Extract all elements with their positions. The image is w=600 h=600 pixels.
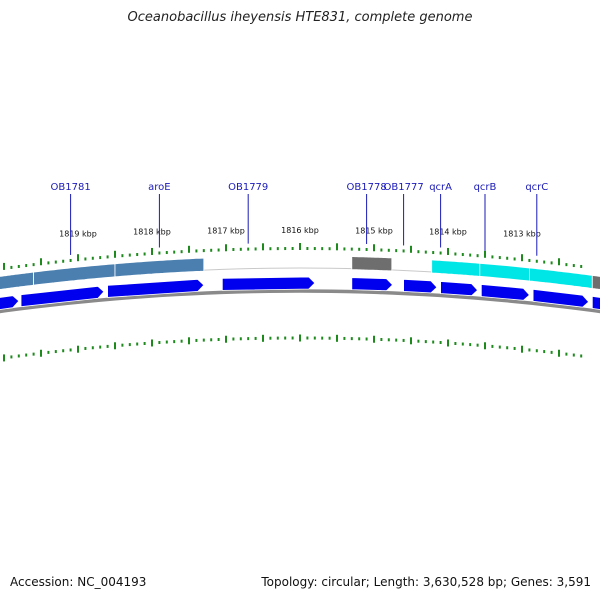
kbp-tick-label: 1818 kbp (133, 227, 171, 236)
gene-label: OB1781 (51, 182, 91, 193)
genome-summary-text: Topology: circular; Length: 3,630,528 bp… (261, 575, 591, 589)
cds-arrow (0, 295, 20, 310)
cds-arrow (480, 284, 530, 301)
cds-arrow (532, 288, 590, 308)
kbp-tick-label: 1816 kbp (281, 226, 319, 235)
cds-arrow (351, 277, 394, 292)
kbp-tick-label: 1819 kbp (59, 229, 97, 238)
cds-arrow (107, 278, 205, 298)
gene-label: qcrC (525, 182, 548, 193)
gene-label: OB1777 (384, 182, 424, 193)
kbp-tick-label: 1817 kbp (207, 226, 245, 235)
kbp-tick-label: 1815 kbp (355, 226, 393, 235)
lower-tick-row (3, 334, 583, 362)
gene-label: qcrA (429, 182, 452, 193)
gene-label: OB1779 (228, 182, 268, 193)
cds-track (0, 276, 600, 310)
kbp-tick-label: 1813 kbp (503, 229, 541, 238)
map-title: Oceanobacillus iheyensis HTE831, complet… (127, 10, 473, 25)
kbp-tick-label: 1814 kbp (429, 227, 467, 236)
cog-segment (33, 263, 116, 286)
cds-arrow (591, 295, 600, 310)
plot-area: 1819 kbp 1818 kbp 1817 kbp 1816 kbp 1815 kbp… (0, 182, 600, 362)
cog-segment (0, 271, 34, 290)
cds-arrow (440, 281, 479, 297)
backbone-outer (0, 289, 600, 314)
cds-arrow (20, 285, 105, 308)
cog-segment (529, 267, 593, 289)
cog-track (0, 256, 600, 290)
cds-arrow (403, 278, 438, 294)
cog-segment (431, 259, 481, 277)
cds-arrow (221, 276, 316, 291)
gene-label: aroE (148, 182, 170, 193)
kbp-axis: 1819 kbp 1818 kbp 1817 kbp 1816 kbp 1815 kbp… (59, 226, 541, 238)
gene-label: OB1778 (347, 182, 387, 193)
gene-label: qcrB (474, 182, 497, 193)
cog-segment (351, 256, 393, 272)
upper-tick-row (3, 243, 583, 270)
accession-text: Accession: NC_004193 (10, 575, 147, 589)
cog-segment (591, 274, 600, 290)
cog-segment (114, 257, 205, 278)
